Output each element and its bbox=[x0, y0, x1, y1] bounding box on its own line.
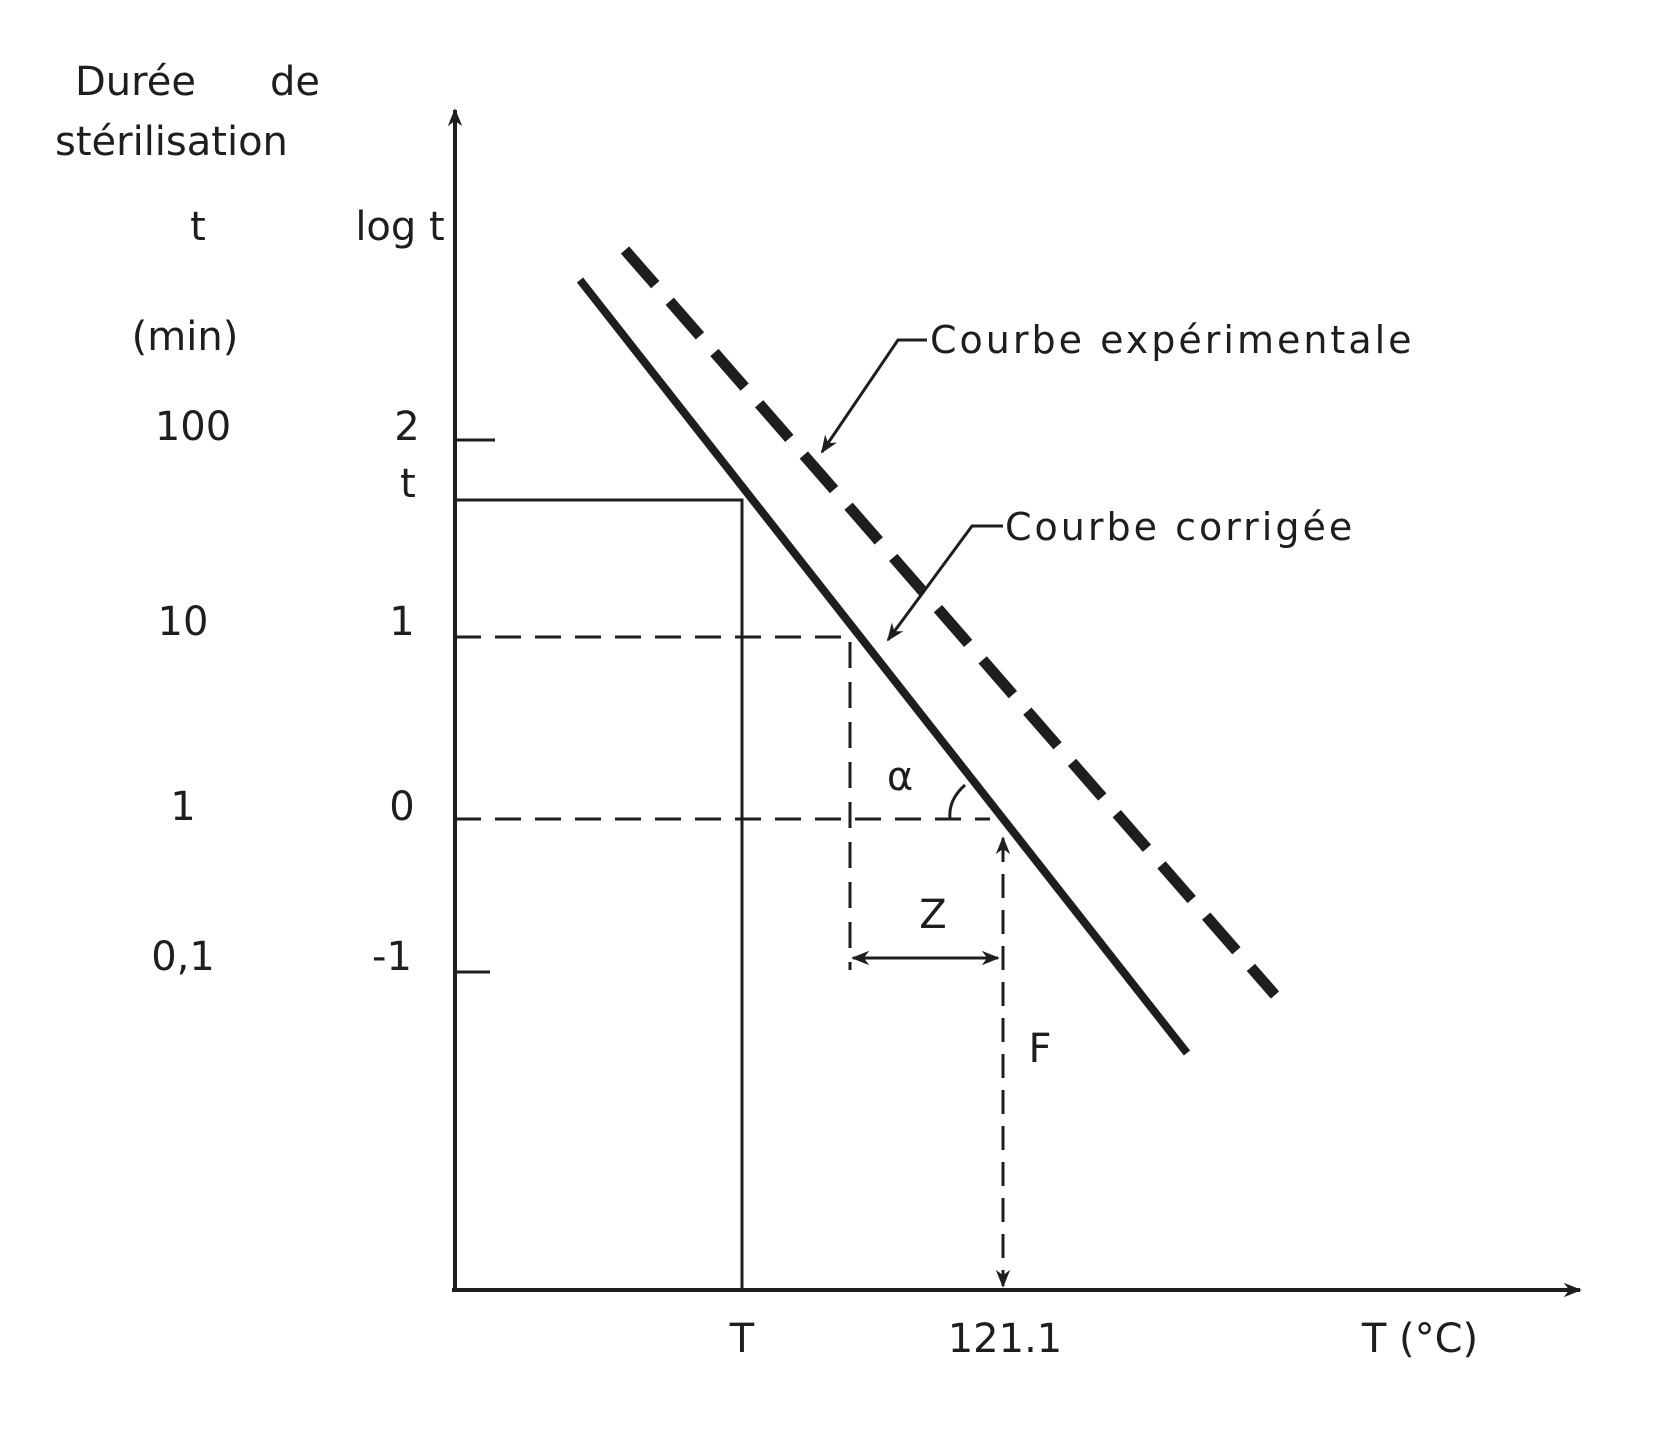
logt-column-header: log t bbox=[355, 204, 444, 250]
tick-logt-2: 2 bbox=[394, 404, 419, 450]
tick-t-0-1: 0,1 bbox=[151, 934, 215, 980]
corrected-curve-label: Courbe corrigée bbox=[1005, 505, 1355, 549]
y-axis-title-line1b: de bbox=[270, 59, 320, 105]
y-axis-title-line1: Durée bbox=[75, 59, 196, 105]
t-marker-label: t bbox=[400, 461, 416, 507]
y-axis-title-line2: stérilisation bbox=[55, 119, 288, 165]
ref-temp-label: 121.1 bbox=[948, 1316, 1063, 1362]
tick-t-10: 10 bbox=[158, 599, 209, 645]
T-marker-label: T bbox=[729, 1316, 755, 1362]
experimental-curve-label: Courbe expérimentale bbox=[930, 318, 1415, 362]
alpha-angle-arc bbox=[948, 783, 967, 820]
tick-t-100: 100 bbox=[155, 404, 231, 450]
experimental-leader bbox=[820, 338, 927, 454]
unit-label: (min) bbox=[132, 314, 239, 360]
tick-logt-1: 1 bbox=[389, 599, 414, 645]
experimental-curve bbox=[620, 246, 1280, 999]
f-label: F bbox=[1028, 1026, 1051, 1072]
alpha-label: α bbox=[887, 754, 913, 800]
t-guide-line bbox=[455, 498, 744, 1290]
logt-1-guide bbox=[455, 635, 852, 970]
corrected-curve bbox=[576, 277, 1191, 1056]
tick-t-1: 1 bbox=[170, 784, 195, 830]
tick-logt-minus1: -1 bbox=[372, 934, 412, 980]
z-label: Z bbox=[919, 892, 946, 938]
tick-logt-0: 0 bbox=[389, 784, 414, 830]
t-column-header: t bbox=[190, 204, 206, 250]
corrected-leader bbox=[886, 524, 1003, 642]
x-axis-unit-label: T (°C) bbox=[1361, 1316, 1478, 1362]
